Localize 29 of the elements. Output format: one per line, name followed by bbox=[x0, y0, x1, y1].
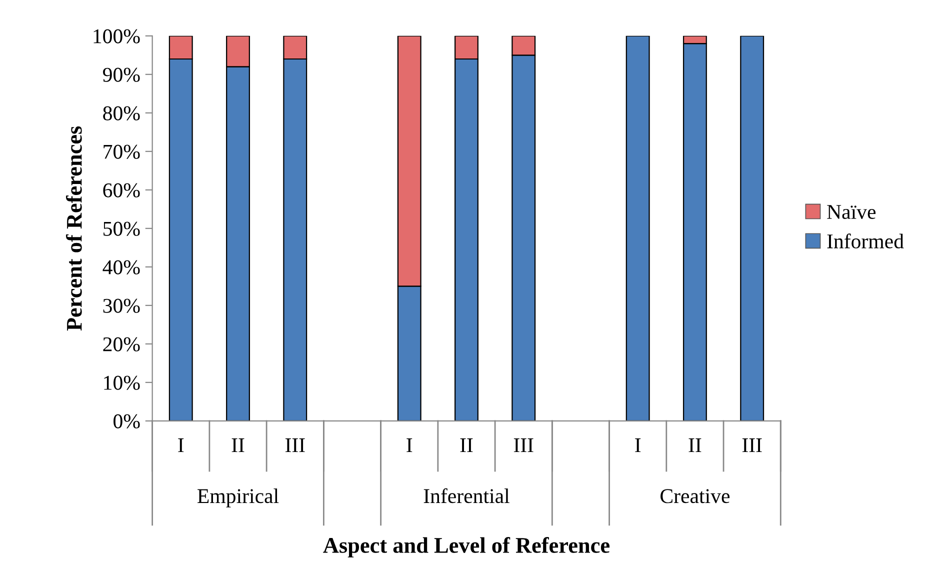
y-tick-label: 100% bbox=[94, 29, 140, 44]
y-tick-label: 0% bbox=[114, 414, 140, 428]
x-tick-label: I bbox=[635, 438, 641, 452]
bar bbox=[626, 36, 650, 421]
y-tick-label: 10% bbox=[104, 376, 140, 390]
y-axis-title: Percent of References bbox=[66, 126, 82, 331]
bar bbox=[740, 36, 764, 421]
x-tick-label: III bbox=[742, 438, 762, 452]
x-tick-label: III bbox=[285, 438, 305, 452]
y-tick-label: 30% bbox=[103, 298, 140, 313]
y-tick-label: 70% bbox=[104, 144, 140, 159]
y-tick-label: 20% bbox=[103, 337, 140, 352]
x-axis-title: Aspect and Level of Reference bbox=[323, 537, 610, 558]
y-tick-label: 80% bbox=[103, 106, 140, 120]
y-tick-label: 90% bbox=[103, 68, 140, 82]
x-tick-label: II bbox=[232, 438, 244, 452]
legend-label: Informed bbox=[827, 234, 904, 248]
x-tick-label: II bbox=[688, 438, 702, 452]
x-tick-label: II bbox=[460, 438, 473, 452]
x-tick-label: I bbox=[178, 438, 184, 452]
text: Inferential bbox=[424, 488, 510, 504]
x-tick-label: I bbox=[406, 438, 412, 452]
y-tick-label: 50% bbox=[104, 222, 140, 236]
x-tick-label: III bbox=[514, 438, 534, 452]
text: Empirical bbox=[198, 488, 279, 508]
y-tick-label: 40% bbox=[102, 260, 140, 274]
legend-label: Naïve bbox=[827, 205, 876, 219]
text: Creative bbox=[660, 489, 730, 504]
y-tick-label: 60% bbox=[103, 183, 140, 198]
